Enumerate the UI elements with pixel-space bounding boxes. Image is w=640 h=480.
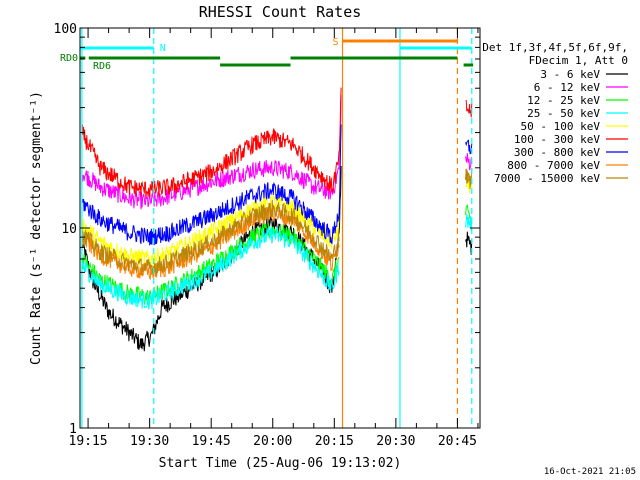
flag-bars: N S RD0 RD6 [60,37,474,72]
y-axis-label: Count Rate (s⁻¹ detector segment⁻¹) [29,91,44,365]
axes: 1 10 100 19:15 19:30 19:45 20:00 20:15 20:30 20:4… [54,22,480,449]
x-tick-label: 20:30 [376,434,415,449]
x-tick-label: 20:00 [253,434,292,449]
x-tick-label: 20:45 [438,434,477,449]
series-line-300-800-kev [81,124,473,246]
series-line-7000-15000-kev [81,169,473,276]
series-layer [81,87,473,352]
legend-label-50-100-kev: 50 - 100 keV [521,120,601,133]
series-line-100-300-kev [81,87,473,198]
x-tick-label: 19:45 [192,434,231,449]
flag-label-s: S [332,37,338,48]
series-line-25-50-kev [81,214,473,310]
legend-header-line: Det 1f,3f,4f,5f,6f,9f, [482,41,628,54]
y-tick-label: 100 [54,22,77,37]
legend-label-12-25-kev: 12 - 25 keV [527,94,600,107]
x-axis-label: Start Time (25-Aug-06 19:13:02) [159,456,402,471]
legend-label-25-50-kev: 25 - 50 keV [527,107,600,120]
y-tick-label: 1 [69,422,77,437]
legend-label-3-6-kev: 3 - 6 keV [540,68,600,81]
flag-label-n: N [160,43,166,54]
legend-label-800-7000-kev: 800 - 7000 keV [507,159,600,172]
y-tick-label: 10 [61,222,77,237]
chart-title: RHESSI Count Rates [199,3,362,21]
x-tick-label: 20:15 [315,434,354,449]
legend-header-line: FDecim 1, Att 0 [529,54,628,67]
x-tick-label: 19:30 [130,434,169,449]
legend-label-300-800-kev: 300 - 800 keV [514,146,600,159]
legend-label-7000-15000-kev: 7000 - 15000 keV [494,172,600,185]
flag-label-rd6: RD6 [93,61,111,72]
legend-label-6-12-kev: 6 - 12 keV [534,81,601,94]
legend: Det 1f,3f,4f,5f,6f,9f,FDecim 1, Att 03 -… [482,41,628,185]
series-line-6-12-kev [81,94,473,210]
timestamp: 16-Oct-2021 21:05 [544,467,636,477]
x-tick-label: 19:15 [69,434,108,449]
flag-label-rd0: RD0 [60,53,78,64]
legend-label-100-300-kev: 100 - 300 keV [514,133,600,146]
